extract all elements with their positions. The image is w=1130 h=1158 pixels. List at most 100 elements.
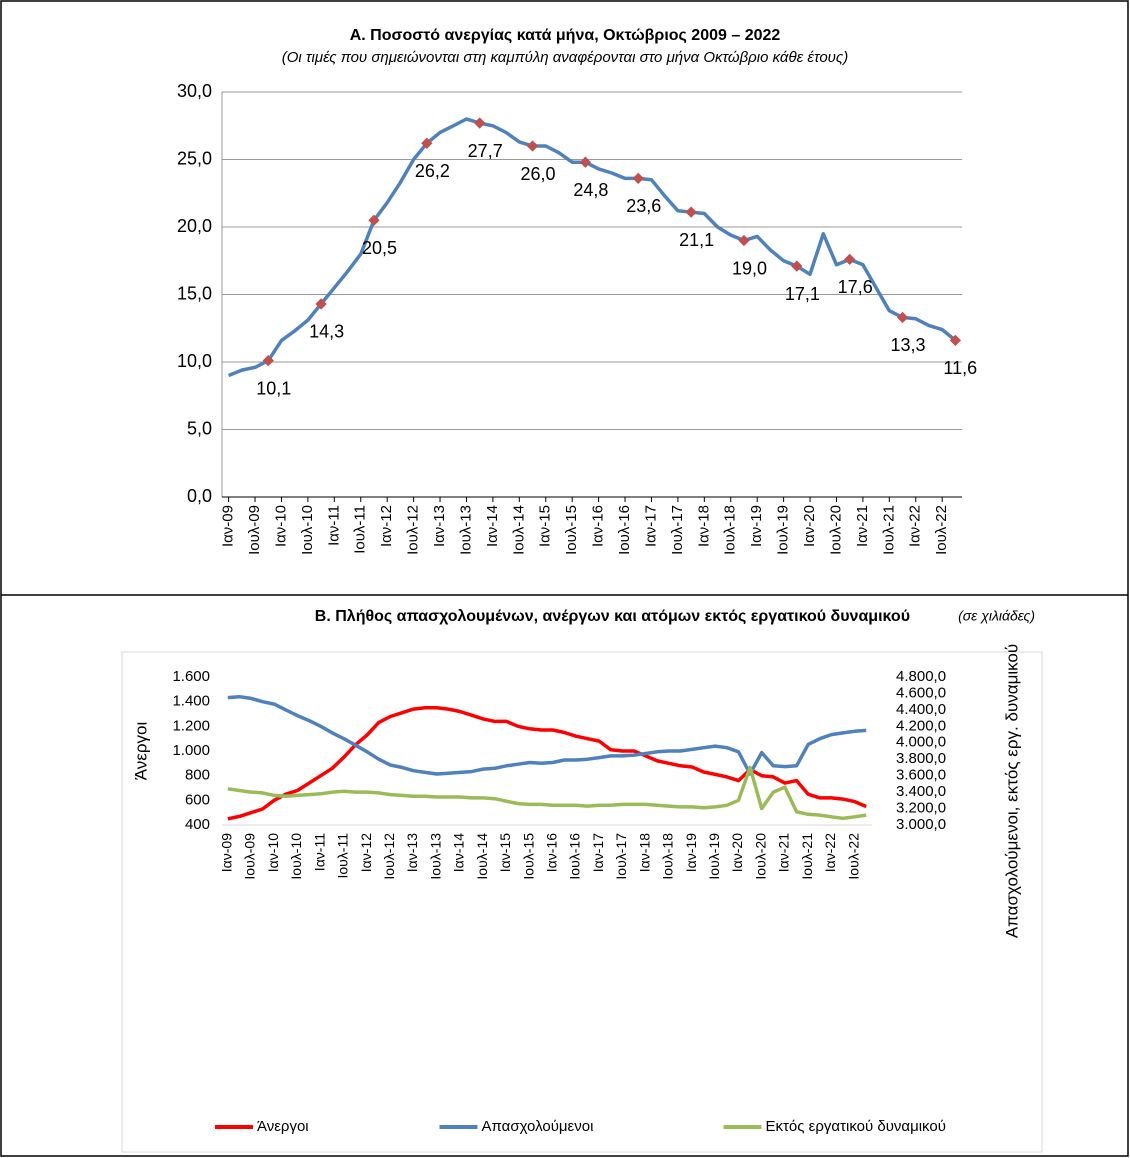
y-tick-label: 800 bbox=[185, 767, 210, 784]
point-marker bbox=[896, 311, 909, 324]
point-marker bbox=[738, 234, 750, 247]
x-tick-label: Ιαν-21 bbox=[776, 833, 792, 872]
y2-tick-label: 3.600,0 bbox=[896, 767, 946, 784]
y2-tick-label: 3.200,0 bbox=[896, 800, 946, 817]
point-marker bbox=[685, 206, 697, 218]
point-marker bbox=[791, 260, 803, 272]
data-label: 10,1 bbox=[256, 378, 291, 398]
y2-tick-label: 3.400,0 bbox=[896, 783, 946, 800]
x-tick-label: Ιαν-09 bbox=[219, 833, 235, 872]
x-tick-label: Ιαν-18 bbox=[636, 833, 652, 872]
x-tick-label: Ιουλ-16 bbox=[616, 505, 633, 555]
y-tick-label: 1.000 bbox=[172, 742, 210, 759]
chart-title: Α. Ποσοστό ανεργίας κατά μήνα, Οκτώβριος… bbox=[350, 27, 781, 44]
legend-label: Εκτός εργατικού δυναμικού bbox=[766, 1118, 946, 1135]
point-marker bbox=[844, 253, 856, 266]
x-tick-label: Ιαν-20 bbox=[801, 505, 818, 547]
x-tick-label: Ιαν-20 bbox=[729, 833, 745, 872]
y-tick-label: 15,0 bbox=[177, 283, 212, 303]
y-tick-label: 30,0 bbox=[177, 81, 212, 101]
data-label: 26,2 bbox=[415, 161, 450, 181]
series-line bbox=[227, 765, 867, 821]
y-tick-label: 400 bbox=[185, 816, 210, 833]
x-tick-label: Ιαν-22 bbox=[907, 505, 924, 547]
series-line bbox=[227, 694, 867, 776]
y-tick-label: 0,0 bbox=[187, 486, 212, 506]
x-tick-label: Ιουλ-20 bbox=[752, 833, 768, 880]
x-tick-label: Ιουλ-20 bbox=[827, 505, 844, 555]
y-axis-title: Άνεργοι bbox=[131, 722, 150, 781]
data-label: 17,1 bbox=[785, 284, 820, 304]
y2-tick-label: 4.000,0 bbox=[896, 734, 946, 751]
y-tick-label: 1.200 bbox=[172, 717, 210, 734]
point-marker bbox=[368, 214, 380, 226]
x-tick-label: Ιαν-10 bbox=[272, 505, 289, 547]
x-tick-label: Ιουλ-16 bbox=[567, 833, 583, 880]
x-tick-label: Ιουλ-11 bbox=[352, 505, 369, 554]
x-tick-label: Ιαν-11 bbox=[325, 505, 342, 546]
y-tick-label: 1.400 bbox=[172, 693, 210, 710]
x-tick-label: Ιαν-15 bbox=[537, 505, 554, 547]
y2-tick-label: 3.800,0 bbox=[896, 750, 946, 767]
y2-tick-label: 4.800,0 bbox=[896, 668, 946, 685]
x-tick-label: Ιουλ-09 bbox=[242, 833, 258, 880]
point-marker bbox=[579, 156, 592, 168]
x-tick-label: Ιαν-21 bbox=[854, 505, 871, 547]
point-marker bbox=[474, 117, 486, 129]
y-tick-label: 25,0 bbox=[177, 148, 212, 168]
x-tick-label: Ιουλ-10 bbox=[299, 505, 316, 555]
x-tick-label: Ιουλ-19 bbox=[775, 505, 792, 555]
x-tick-label: Ιαν-17 bbox=[642, 505, 659, 547]
chart-subtitle: (σε χιλιάδες) bbox=[958, 608, 1035, 624]
x-tick-label: Ιουλ-19 bbox=[706, 833, 722, 880]
x-tick-label: Ιαν-22 bbox=[822, 833, 838, 872]
x-tick-label: Ιαν-14 bbox=[451, 833, 467, 872]
point-marker bbox=[315, 298, 327, 310]
x-tick-label: Ιουλ-11 bbox=[335, 833, 351, 879]
x-tick-label: Ιαν-17 bbox=[590, 833, 606, 872]
x-tick-label: Ιουλ-18 bbox=[660, 833, 676, 880]
data-label: 17,6 bbox=[838, 277, 873, 297]
y-tick-label: 20,0 bbox=[177, 216, 212, 236]
x-tick-label: Ιαν-19 bbox=[683, 833, 699, 872]
y2-tick-label: 4.600,0 bbox=[896, 684, 946, 701]
series-line bbox=[227, 117, 957, 378]
chart-area bbox=[121, 651, 1043, 1153]
data-label: 13,3 bbox=[891, 335, 926, 355]
y-tick-label: 600 bbox=[185, 791, 210, 808]
x-tick-label: Ιαν-14 bbox=[484, 505, 501, 547]
x-tick-label: Ιουλ-18 bbox=[722, 505, 739, 555]
x-tick-label: Ιαν-12 bbox=[378, 505, 395, 547]
x-tick-label: Ιαν-16 bbox=[590, 505, 607, 547]
x-tick-label: Ιουλ-21 bbox=[799, 833, 815, 880]
x-tick-label: Ιουλ-15 bbox=[563, 505, 580, 555]
x-tick-label: Ιουλ-22 bbox=[845, 833, 861, 880]
data-label: 11,6 bbox=[943, 358, 977, 378]
x-tick-label: Ιαν-18 bbox=[695, 505, 712, 547]
x-tick-label: Ιουλ-17 bbox=[613, 833, 629, 880]
x-tick-label: Ιουλ-22 bbox=[933, 505, 950, 555]
data-label: 21,1 bbox=[679, 230, 714, 250]
data-label: 19,0 bbox=[732, 258, 767, 278]
y2-tick-label: 3.000,0 bbox=[896, 816, 946, 833]
x-tick-label: Ιουλ-14 bbox=[510, 505, 527, 555]
x-tick-label: Ιουλ-13 bbox=[457, 505, 474, 555]
x-tick-label: Ιαν-19 bbox=[748, 505, 765, 547]
x-tick-label: Ιουλ-17 bbox=[669, 505, 686, 555]
x-tick-label: Ιαν-16 bbox=[544, 833, 560, 872]
point-marker bbox=[526, 140, 539, 152]
x-tick-label: Ιαν-11 bbox=[311, 833, 327, 871]
x-tick-label: Ιαν-13 bbox=[404, 833, 420, 872]
point-marker bbox=[421, 137, 433, 149]
y-tick-label: 10,0 bbox=[177, 351, 212, 371]
data-label: 24,8 bbox=[573, 180, 608, 200]
x-tick-label: Ιουλ-14 bbox=[474, 833, 490, 880]
y2-axis-title: Απασχολούμενοι, εκτός εργ. δυναμικού bbox=[1002, 644, 1021, 938]
y2-tick-label: 4.200,0 bbox=[896, 717, 946, 734]
chart-subtitle: (Οι τιμές που σημειώνονται στη καμπύλη α… bbox=[282, 49, 848, 66]
y2-tick-label: 4.400,0 bbox=[896, 701, 946, 718]
x-tick-label: Ιουλ-09 bbox=[246, 505, 263, 555]
x-tick-label: Ιουλ-12 bbox=[381, 833, 397, 880]
